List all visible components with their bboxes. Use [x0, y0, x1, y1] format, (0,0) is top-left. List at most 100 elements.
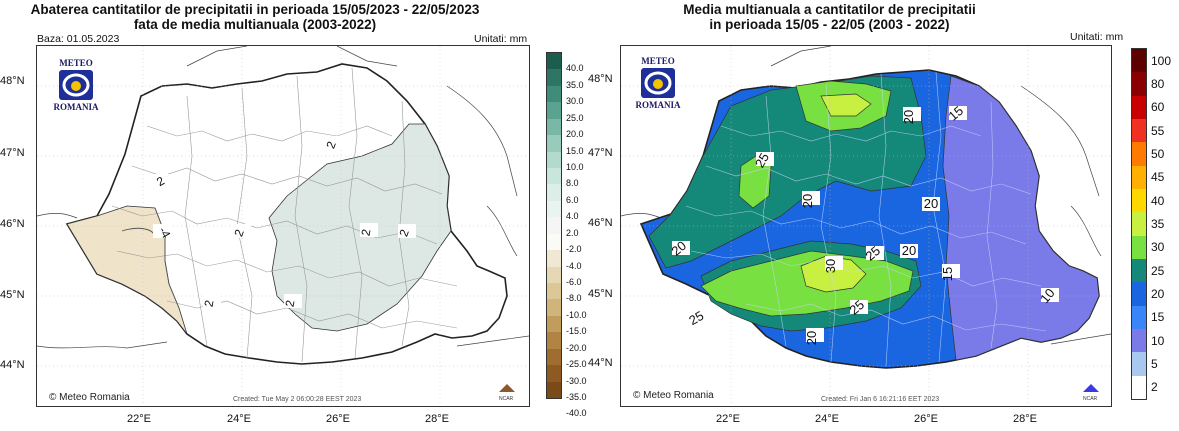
- right-colorbar-label-13: 5: [1151, 357, 1158, 371]
- right-meteo-romania-logo: METEO ROMANIA: [627, 56, 689, 114]
- left-contour-label-7: 2: [283, 299, 298, 308]
- left-colorbar-label-10: 2.0: [566, 227, 579, 238]
- left-map-panel: Abaterea cantitatilor de precipitatii in…: [0, 2, 587, 425]
- left-colorbar-label-8: 6.0: [566, 194, 579, 205]
- right-contour-label-13: 25: [686, 308, 706, 328]
- right-contour-label-2: 25: [752, 150, 772, 170]
- right-colorbar-label-9: 25: [1151, 263, 1165, 278]
- left-ncar-logo-icon: [499, 384, 515, 392]
- left-colorbar-swatch-1: [547, 69, 561, 87]
- right-colorbar-label-5: 45: [1151, 170, 1165, 185]
- right-contour-label-bg-3: [802, 191, 820, 205]
- left-colorbar-swatch-8: [547, 184, 561, 202]
- left-meteo-romania-logo: METEO ROMANIA: [45, 58, 107, 116]
- left-contour-label-bg-3: [325, 136, 343, 150]
- right-colorbar-swatch-8: [1132, 235, 1146, 260]
- right-map-title-line1: Media multianuala a cantitatilor de prec…: [683, 2, 976, 17]
- left-colorbar-swatch-15: [547, 299, 561, 317]
- right-created-timestamp: Created: Fri Jan 6 16:21:16 EET 2023: [821, 396, 940, 403]
- left-colorbar-swatch-13: [547, 266, 561, 284]
- right-contour-label-bg-11: [806, 328, 824, 342]
- left-colorbar-swatch-10: [547, 217, 561, 235]
- left-lat-label-4: 44°N: [0, 359, 25, 371]
- right-logo-bottom-text: ROMANIA: [635, 100, 681, 110]
- right-colorbar-swatch-12: [1132, 329, 1146, 353]
- right-colorbar-swatch-6: [1132, 189, 1146, 213]
- left-lon-label-1: 24°E: [227, 413, 251, 425]
- left-colorbar-label-18: -25.0: [566, 359, 587, 370]
- left-colorbar-label-6: 10.0: [566, 162, 584, 172]
- right-map-title-line2: in perioada 15/05 - 22/05 (2003 - 2022): [709, 17, 950, 32]
- right-zone-30-35-north: [820, 93, 872, 117]
- left-colorbar-swatch-18: [547, 348, 561, 366]
- right-contour-label-bg-13: [689, 311, 707, 325]
- left-colorbar-swatch-19: [547, 365, 561, 383]
- right-contour-label-9: 15: [940, 267, 955, 281]
- right-colorbar-swatch-9: [1132, 259, 1146, 283]
- right-copyright: © Meteo Romania: [633, 390, 714, 401]
- right-contour-label-bg-7: [825, 256, 843, 270]
- left-ncar-label: NCAR: [499, 396, 514, 402]
- left-map-base-label: Baza: 01.05.2023: [37, 33, 120, 45]
- right-ncar-label: NCAR: [1083, 396, 1098, 402]
- right-colorbar-label-0: 100: [1151, 53, 1172, 68]
- right-zone-10-15: [942, 75, 1100, 361]
- left-contour-label-3: 2: [323, 139, 339, 150]
- right-colorbar-swatch-13: [1132, 352, 1146, 377]
- left-colorbar-swatch-0: [547, 53, 561, 70]
- left-contour-label-bg-2: [233, 224, 251, 238]
- right-lon-label-0: 22°E: [716, 413, 740, 425]
- left-colorbar-swatch-14: [547, 283, 561, 300]
- right-colorbar-swatch-3: [1132, 119, 1146, 143]
- left-colorbar-swatch-6: [547, 151, 561, 169]
- right-colorbar-swatch-10: [1132, 282, 1146, 307]
- left-logo-bottom-text: ROMANIA: [53, 102, 99, 112]
- left-contour-label-bg-7: [284, 294, 302, 308]
- left-colorbar-swatch-16: [547, 315, 561, 333]
- right-colorbar-label-8: 30: [1151, 240, 1165, 255]
- left-contour-label-4: 2: [359, 228, 374, 237]
- right-colorbar-swatch-4: [1132, 142, 1146, 167]
- right-colorbar-label-14: 2: [1151, 380, 1158, 395]
- right-contour-label-bg-1: [949, 106, 967, 120]
- right-colorbar: [1131, 48, 1147, 400]
- right-contour-label-bg-12: [1041, 288, 1059, 302]
- left-colorbar-swatch-20: [547, 381, 561, 399]
- left-colorbar-label-4: 20.0: [566, 129, 584, 140]
- right-contour-label-7: 30: [823, 259, 838, 273]
- left-colorbar-label-1: 35.0: [566, 79, 584, 90]
- right-colorbar-label-11: 15: [1151, 310, 1165, 325]
- left-map-title-line1: Abaterea cantitatilor de precipitatii in…: [30, 2, 480, 17]
- right-colorbar-label-12: 10: [1151, 333, 1165, 348]
- left-logo-emblem-icon: [59, 70, 93, 100]
- right-contour-label-0: 20: [901, 110, 916, 124]
- right-contour-label-bg-10: [850, 300, 868, 314]
- right-contour-label-5: 20: [902, 243, 916, 258]
- right-colorbar-label-10: 20: [1151, 287, 1165, 301]
- left-colorbar-label-5: 15.0: [566, 145, 584, 156]
- left-contour-label-bg-0: [153, 174, 171, 188]
- left-contour-label-bg-4: [360, 223, 378, 237]
- left-colorbar-swatch-3: [547, 102, 561, 120]
- right-colorbar-swatch-2: [1132, 95, 1146, 120]
- right-colorbar-swatch-14: [1132, 375, 1146, 400]
- left-lat-label-3: 45°N: [0, 289, 25, 301]
- left-created-timestamp: Created: Tue May 2 06:00:28 EEST 2023: [233, 396, 362, 403]
- right-lat-label-1: 47°N: [588, 147, 613, 159]
- left-map-title-line2: fata de media multianuala (2003-2022): [133, 17, 377, 32]
- left-contour-label-2: 2: [231, 227, 247, 238]
- left-lat-label-2: 46°N: [0, 218, 25, 230]
- left-colorbar-swatch-9: [547, 200, 561, 218]
- left-map-units-label: Unitati: mm: [474, 33, 528, 45]
- left-map-frame: 2 -4 2 2 2 2 2 2 METEO ROMANIA © Meteo Romania …: [36, 45, 530, 407]
- right-contour-label-bg-6: [866, 246, 884, 260]
- right-colorbar-label-3: 55: [1151, 123, 1165, 138]
- left-colorbar-label-15: -10.0: [566, 309, 587, 320]
- left-colorbar: [546, 52, 562, 399]
- right-map-frame: 20 15 25 20 20 20 25 30 20 15 25 20 10 25 METEO ROMAN…: [620, 45, 1112, 407]
- left-map-plot: 2-4 222 22 2: [37, 46, 529, 406]
- left-copyright: © Meteo Romania: [49, 392, 130, 403]
- right-colorbar-swatch-0: [1132, 49, 1146, 73]
- left-contour-label-5: 2: [396, 227, 412, 238]
